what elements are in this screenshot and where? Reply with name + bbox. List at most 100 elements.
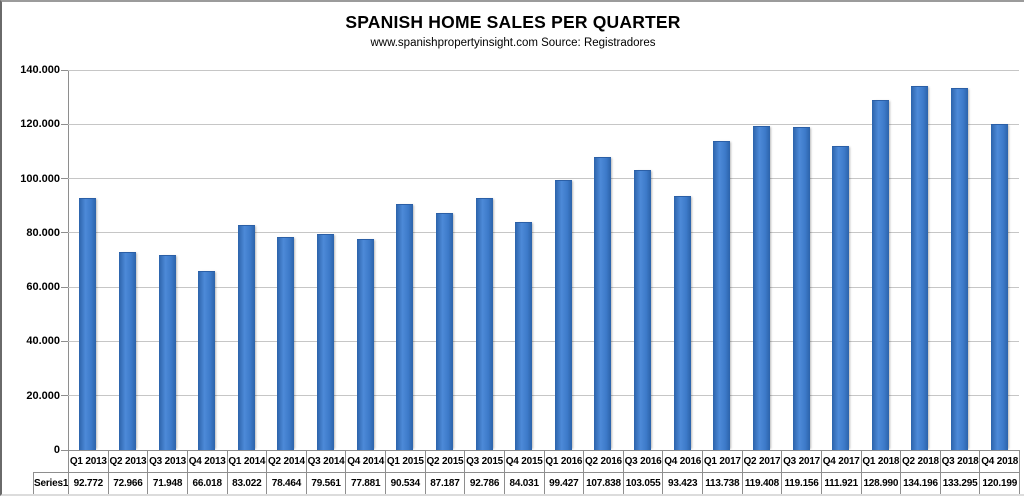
value-cell: 128.990 [860, 472, 902, 494]
category-cell: Q1 2018 [860, 450, 902, 473]
bar [594, 157, 612, 450]
value-cell: 111.921 [820, 472, 862, 494]
series-row: Series1 92.772 72.966 71.948 66.018 83.022 78.… [33, 472, 1020, 494]
category-cell: Q2 2013 [107, 450, 149, 473]
chart-subtitle: www.spanishpropertyinsight.com Source: R… [370, 37, 656, 49]
category-cell: Q3 2015 [464, 450, 505, 473]
value-cell: 99.427 [543, 472, 585, 494]
value-cell: 78.464 [266, 472, 307, 494]
value-cell: 103.055 [622, 472, 664, 494]
gridline [68, 395, 1019, 397]
value-cell: 93.423 [662, 472, 703, 494]
y-axis-tick [61, 340, 68, 342]
bar [435, 213, 453, 450]
bar [475, 198, 493, 450]
gridline [68, 123, 1019, 125]
value-cell: 79.561 [305, 472, 347, 494]
bar [79, 198, 97, 450]
value-cell: 77.881 [345, 472, 386, 494]
bar [158, 254, 176, 450]
y-axis-tick [61, 178, 68, 180]
category-cell: Q3 2017 [781, 450, 822, 473]
gridline [68, 69, 1019, 71]
value-cell: 133.295 [939, 472, 981, 494]
data-table: Q1 2013 Q2 2013 Q3 2013 Q4 2013 Q1 2014 Q2 20… [33, 450, 1020, 494]
category-cell: Q1 2015 [385, 450, 426, 473]
bar [911, 85, 929, 450]
bar [792, 126, 810, 450]
table-corner-blank [34, 451, 69, 473]
bar [752, 125, 770, 450]
gridline [68, 340, 1019, 342]
category-cell: Q3 2014 [305, 450, 347, 473]
category-cell: Q2 2017 [741, 450, 783, 473]
value-cell: 92.772 [68, 472, 109, 494]
bar [277, 237, 295, 450]
category-cell: Q4 2014 [345, 450, 386, 473]
value-cell: 113.738 [702, 472, 743, 494]
plot-area: 140.000 120.000 100.000 80.000 60.000 40.000 2… [20, 64, 1019, 456]
category-cell: Q3 2016 [622, 450, 664, 473]
category-cell: Q4 2018 [979, 450, 1020, 473]
category-cell: Q4 2016 [662, 450, 703, 473]
category-cell: Q1 2013 [68, 450, 109, 473]
bar [554, 180, 572, 450]
value-cell: 134.196 [900, 472, 941, 494]
category-cell: Q1 2014 [226, 450, 268, 473]
table-body: Q1 2013 Q2 2013 Q3 2013 Q4 2013 Q1 2014 Q2 20… [33, 450, 1020, 494]
chart-title: SPANISH HOME SALES PER QUARTER [345, 12, 681, 32]
y-axis-label: 60.000 [26, 281, 60, 294]
value-cell: 90.534 [385, 472, 426, 494]
value-cell: 87.187 [424, 472, 466, 494]
bar [713, 141, 731, 450]
value-cell: 83.022 [226, 472, 268, 494]
category-cell: Q2 2016 [583, 450, 624, 473]
category-cell: Q3 2013 [147, 450, 188, 473]
category-cell: Q3 2018 [939, 450, 981, 473]
bar [990, 123, 1008, 450]
y-axis-label: 140.000 [20, 64, 60, 76]
category-row: Q1 2013 Q2 2013 Q3 2013 Q4 2013 Q1 2014 Q2 20… [34, 450, 1020, 473]
value-cell: 71.948 [147, 472, 188, 494]
value-cell: 72.966 [107, 472, 149, 494]
bar [118, 251, 136, 450]
bar [237, 224, 255, 450]
y-axis-label: 40.000 [26, 335, 60, 348]
category-cell: Q4 2017 [820, 450, 862, 473]
category-cell: Q2 2018 [900, 450, 941, 473]
bar [396, 204, 414, 450]
category-cell: Q2 2015 [424, 450, 466, 473]
bar [634, 170, 652, 450]
bar [871, 99, 889, 450]
value-cell: 92.786 [464, 472, 505, 494]
bar [198, 270, 216, 450]
y-axis-line [68, 70, 69, 450]
y-axis-label: 100.000 [20, 172, 60, 185]
category-cell: Q1 2017 [702, 450, 743, 473]
y-axis-label: 20.000 [26, 389, 60, 402]
gridline [68, 232, 1019, 234]
value-cell: 119.408 [741, 472, 783, 494]
category-cell: Q4 2013 [186, 450, 228, 473]
bar [356, 238, 374, 450]
value-cell: 107.838 [583, 472, 624, 494]
value-cell: 84.031 [503, 472, 545, 494]
gridline [68, 286, 1019, 288]
y-axis-label: 80.000 [26, 226, 60, 239]
category-cell: Q4 2015 [503, 450, 545, 473]
bar [673, 196, 691, 450]
bar [317, 234, 335, 450]
y-axis-tick [61, 232, 68, 234]
bar [951, 88, 969, 450]
y-axis-tick [61, 395, 68, 397]
y-axis-tick [61, 123, 68, 125]
y-axis-label: 120.000 [20, 118, 60, 131]
value-cell: 66.018 [186, 472, 228, 494]
y-axis-label: 0 [53, 444, 60, 456]
gridline [68, 178, 1019, 180]
value-cell: 119.156 [781, 472, 822, 494]
bar [832, 146, 850, 450]
series-name-cell: Series1 [33, 472, 69, 494]
category-cell: Q2 2014 [266, 450, 307, 473]
